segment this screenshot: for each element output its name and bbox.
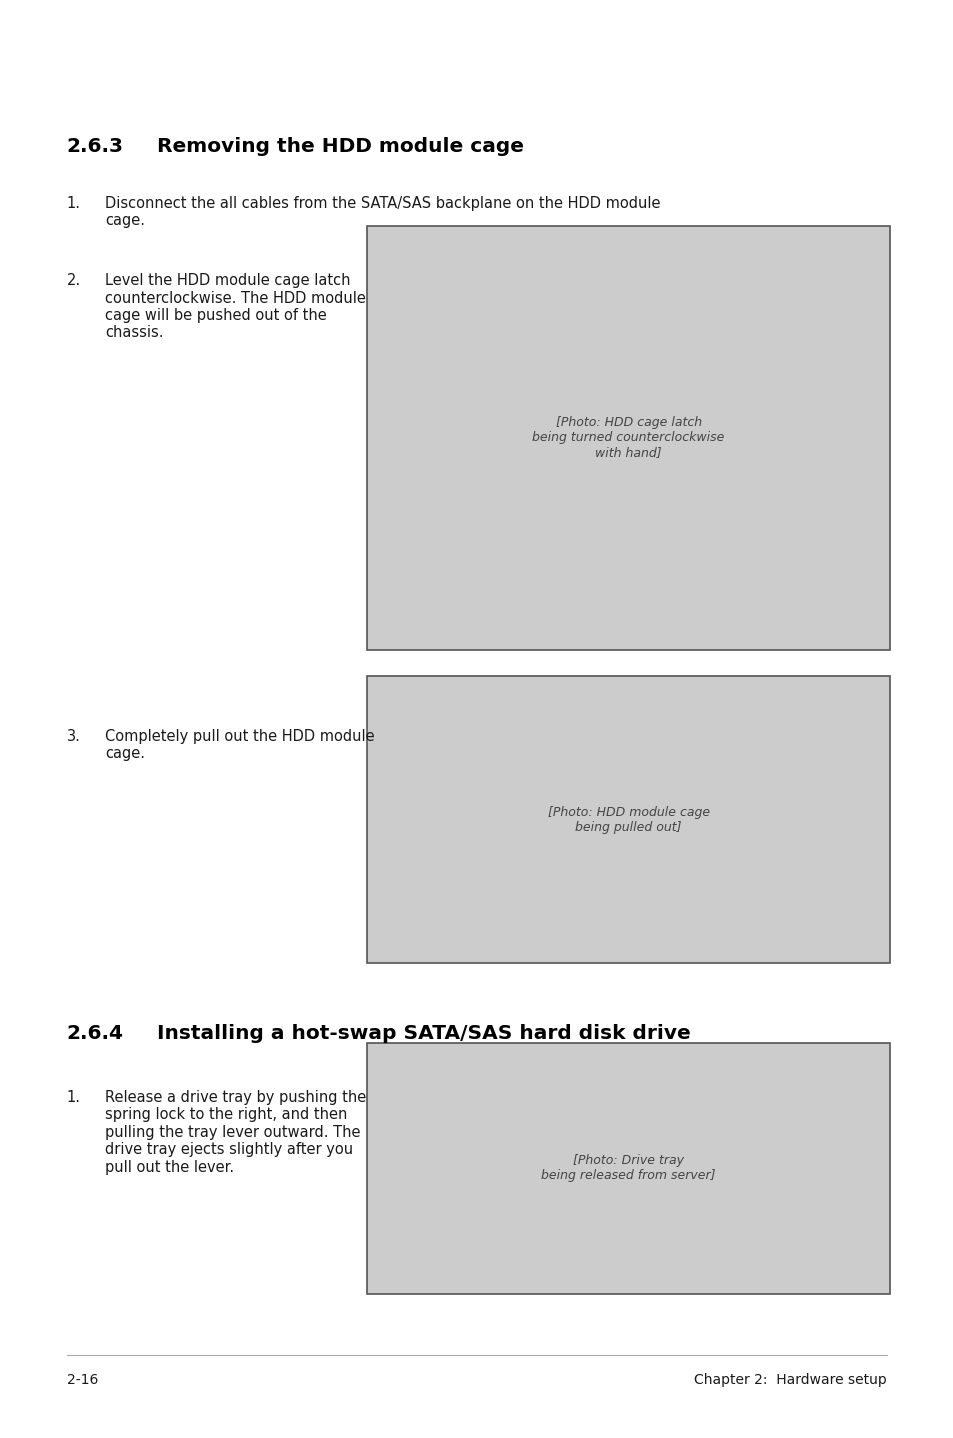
Text: 2.6.4: 2.6.4 bbox=[67, 1024, 124, 1043]
Text: 1.: 1. bbox=[67, 1090, 81, 1104]
Text: [Photo: HDD module cage
being pulled out]: [Photo: HDD module cage being pulled out… bbox=[547, 805, 709, 834]
Text: 3.: 3. bbox=[67, 729, 81, 743]
Text: 2.6.3: 2.6.3 bbox=[67, 137, 124, 155]
Text: [Photo: HDD cage latch
being turned counterclockwise
with hand]: [Photo: HDD cage latch being turned coun… bbox=[532, 417, 724, 459]
Text: Level the HDD module cage latch
counterclockwise. The HDD module
cage will be pu: Level the HDD module cage latch counterc… bbox=[105, 273, 365, 341]
Text: 2-16: 2-16 bbox=[67, 1373, 98, 1388]
Text: Release a drive tray by pushing the
spring lock to the right, and then
pulling t: Release a drive tray by pushing the spri… bbox=[105, 1090, 366, 1175]
Text: Installing a hot-swap SATA/SAS hard disk drive: Installing a hot-swap SATA/SAS hard disk… bbox=[157, 1024, 690, 1043]
Text: Completely pull out the HDD module
cage.: Completely pull out the HDD module cage. bbox=[105, 729, 375, 762]
FancyBboxPatch shape bbox=[367, 676, 889, 963]
FancyBboxPatch shape bbox=[367, 1043, 889, 1294]
Text: Removing the HDD module cage: Removing the HDD module cage bbox=[157, 137, 524, 155]
FancyBboxPatch shape bbox=[367, 226, 889, 650]
Text: [Photo: Drive tray
being released from server]: [Photo: Drive tray being released from s… bbox=[541, 1155, 715, 1182]
Text: Disconnect the all cables from the SATA/SAS backplane on the HDD module
cage.: Disconnect the all cables from the SATA/… bbox=[105, 196, 659, 229]
Text: Chapter 2:  Hardware setup: Chapter 2: Hardware setup bbox=[694, 1373, 886, 1388]
Text: 1.: 1. bbox=[67, 196, 81, 210]
Text: 2.: 2. bbox=[67, 273, 81, 288]
